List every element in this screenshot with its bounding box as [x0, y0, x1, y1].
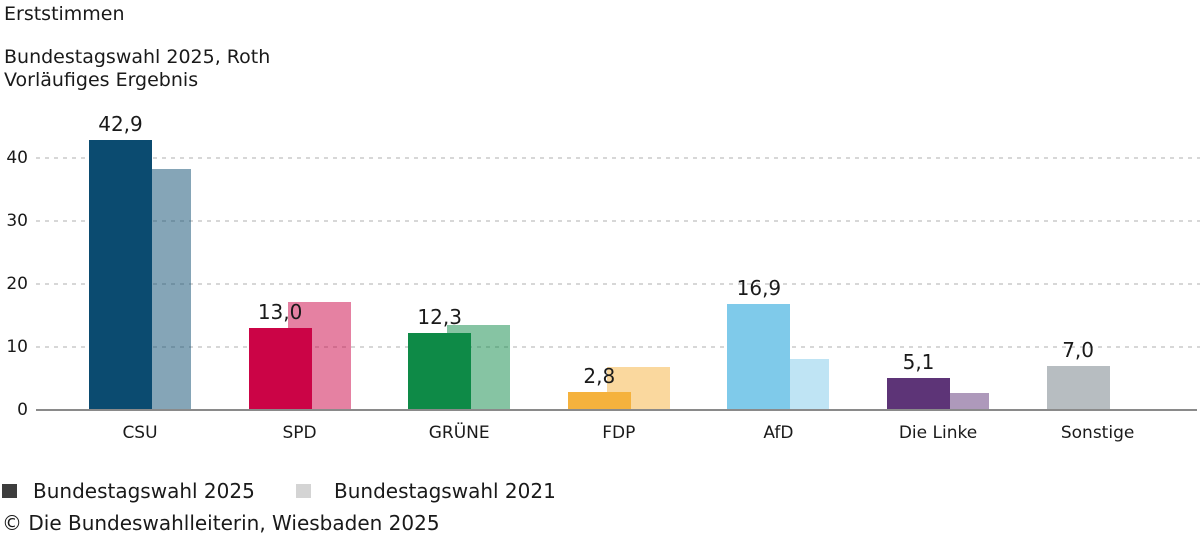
value-label-csu: 42,9	[98, 111, 143, 136]
x-axis-label-die-linke: Die Linke	[898, 423, 978, 443]
bar-spd-2025	[248, 328, 312, 410]
legend-label-2025: Bundestagswahl 2025	[33, 479, 255, 503]
chart-subtitle: Bundestagswahl 2025, Roth Vorläufiges Er…	[4, 46, 270, 92]
gridline-40	[36, 157, 1200, 159]
bar-grüne-2025	[408, 332, 472, 410]
gridline-20	[36, 283, 1200, 285]
x-axis-label-sonstige: Sonstige	[1060, 423, 1135, 443]
x-axis-label-fdp: FDP	[602, 423, 636, 443]
y-tick-label-0: 0	[17, 400, 28, 420]
bar-csu-2025	[89, 139, 152, 410]
value-label-grüne: 12,3	[417, 304, 462, 329]
gridline-30	[36, 220, 1200, 222]
value-label-afd: 16,9	[736, 275, 782, 300]
chart-subtitle-line1: Bundestagswahl 2025, Roth	[4, 46, 271, 68]
value-label-spd: 13,0	[257, 300, 303, 325]
x-axis-label-spd: SPD	[282, 423, 317, 443]
y-tick-label-30: 30	[6, 211, 28, 231]
x-axis-label-csu: CSU	[122, 423, 158, 443]
bar-sonstige-2025	[1046, 365, 1110, 410]
gridline-10	[36, 346, 1200, 348]
bar-die-linke-2025	[887, 377, 950, 410]
copyright-notice: © Die Bundeswahlleiterin, Wiesbaden 2025	[2, 511, 440, 535]
chart-subtitle-line2: Vorläufiges Ergebnis	[4, 69, 199, 91]
value-label-sonstige: 7,0	[1062, 337, 1094, 362]
legend-label-2021: Bundestagswahl 2021	[334, 479, 556, 503]
legend: Bundestagswahl 2025 Bundestagswahl 2021	[0, 478, 700, 504]
y-tick-label-20: 20	[6, 274, 28, 294]
value-label-die-linke: 5,1	[902, 349, 935, 374]
bar-fdp-2025	[567, 392, 631, 410]
value-label-fdp: 2,8	[583, 364, 616, 389]
x-axis-line	[36, 409, 1197, 411]
y-tick-label-40: 40	[6, 148, 28, 168]
x-axis-label-afd: AfD	[763, 423, 794, 443]
y-tick-label-10: 10	[6, 337, 28, 357]
x-axis-label-grüne: GRÜNE	[428, 423, 490, 443]
chart-title: Erststimmen	[4, 3, 125, 25]
bar-afd-2025	[727, 303, 791, 410]
legend-swatch-2021	[296, 484, 311, 498]
legend-swatch-2025	[2, 484, 17, 498]
